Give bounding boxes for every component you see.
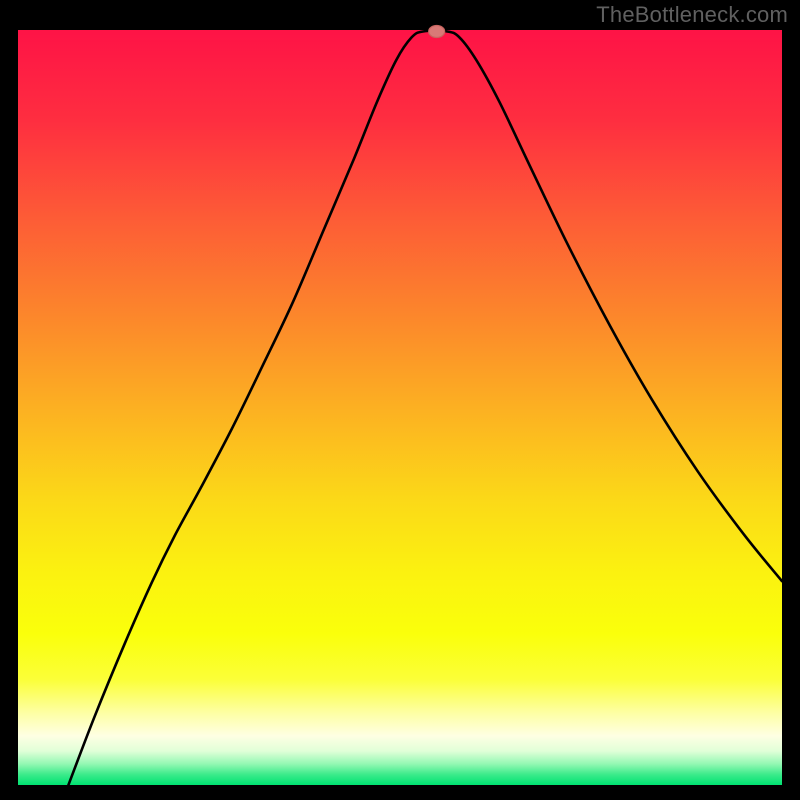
- optimal-point-marker: [429, 26, 445, 38]
- attribution-text: TheBottleneck.com: [596, 2, 788, 28]
- bottleneck-gradient-background: [18, 30, 782, 785]
